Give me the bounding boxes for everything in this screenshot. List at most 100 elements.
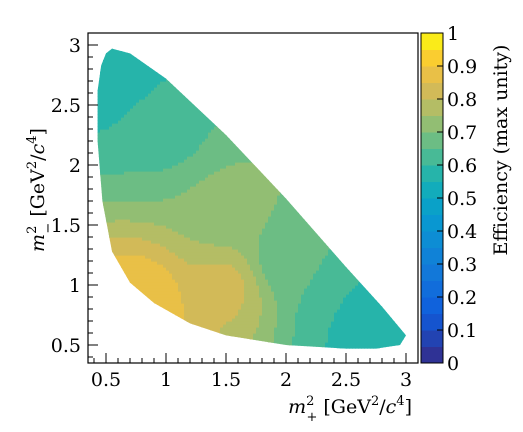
heatmap-cell	[136, 189, 140, 193]
heatmap-cell	[151, 225, 155, 229]
heatmap-cell	[208, 135, 212, 139]
heatmap-cell	[190, 294, 194, 298]
heatmap-cell	[106, 126, 110, 130]
heatmap-cell	[193, 156, 197, 160]
heatmap-cell	[202, 117, 206, 121]
heatmap-cell	[217, 210, 221, 214]
heatmap-cell	[220, 192, 224, 196]
heatmap-cell	[166, 159, 170, 163]
heatmap-cell	[148, 213, 152, 217]
heatmap-cell	[112, 222, 116, 226]
heatmap-cell	[163, 303, 167, 307]
heatmap-cell	[130, 75, 134, 79]
heatmap-cell	[193, 132, 197, 136]
heatmap-cell	[196, 249, 200, 253]
heatmap-cell	[172, 156, 176, 160]
heatmap-cell	[124, 102, 128, 106]
heatmap-cell	[196, 120, 200, 124]
heatmap-cell	[175, 261, 179, 265]
heatmap-cell	[181, 186, 185, 190]
heatmap-cell	[184, 318, 188, 322]
heatmap-cell	[139, 267, 143, 271]
heatmap-cell	[187, 279, 191, 283]
heatmap-cell	[130, 93, 134, 97]
heatmap-cell	[223, 291, 227, 295]
heatmap-cell	[220, 138, 224, 142]
heatmap-cell	[217, 237, 221, 241]
heatmap-cell	[175, 213, 179, 217]
heatmap-cell	[220, 261, 224, 265]
heatmap-cell	[112, 54, 116, 58]
heatmap-cell	[166, 120, 170, 124]
heatmap-cell	[220, 231, 224, 235]
heatmap-cell	[148, 102, 152, 106]
heatmap-cell	[184, 186, 188, 190]
heatmap-cell	[151, 177, 155, 181]
heatmap-cell	[193, 306, 197, 310]
heatmap-cell	[220, 189, 224, 193]
heatmap-cell	[130, 177, 134, 181]
heatmap-cell	[136, 186, 140, 190]
heatmap-cell	[115, 147, 119, 151]
heatmap-cell	[109, 216, 113, 220]
heatmap-cell	[121, 72, 125, 76]
heatmap-cell	[127, 234, 131, 238]
heatmap-cell	[148, 141, 152, 145]
heatmap-cell	[133, 141, 137, 145]
heatmap-cell	[184, 228, 188, 232]
heatmap-cell	[208, 174, 212, 178]
heatmap-cell	[199, 126, 203, 130]
heatmap-cell	[172, 108, 176, 112]
heatmap-cell	[181, 306, 185, 310]
heatmap-cell	[145, 234, 149, 238]
heatmap-cell	[166, 168, 170, 172]
heatmap-cell	[178, 213, 182, 217]
heatmap-cell	[223, 261, 227, 265]
heatmap-cell	[217, 276, 221, 280]
heatmap-cell	[172, 285, 176, 289]
heatmap-cell	[145, 117, 149, 121]
heatmap-cell	[103, 75, 107, 79]
heatmap-cell	[214, 162, 218, 166]
heatmap-cell	[121, 186, 125, 190]
heatmap-cell	[169, 84, 173, 88]
heatmap-cell	[175, 258, 179, 262]
heatmap-cell	[208, 315, 212, 319]
heatmap-cell	[190, 111, 194, 115]
heatmap-cell	[187, 141, 191, 145]
heatmap-cell	[118, 87, 122, 91]
heatmap-cell	[148, 246, 152, 250]
heatmap-cell	[151, 204, 155, 208]
heatmap-cell	[130, 267, 134, 271]
heatmap-cell	[124, 54, 128, 58]
heatmap-cell	[154, 270, 158, 274]
heatmap-cell	[187, 228, 191, 232]
heatmap-cell	[148, 210, 152, 214]
heatmap-cell	[166, 258, 170, 262]
heatmap-cell	[202, 300, 206, 304]
heatmap-cell	[214, 141, 218, 145]
heatmap-cell	[133, 99, 137, 103]
heatmap-cell	[205, 252, 209, 256]
heatmap-cell	[148, 153, 152, 157]
heatmap-cell	[148, 216, 152, 220]
heatmap-cell	[220, 132, 224, 136]
heatmap-cell	[127, 159, 131, 163]
heatmap-cell	[202, 315, 206, 319]
heatmap-cell	[136, 72, 140, 76]
heatmap-cell	[211, 273, 215, 277]
heatmap-cell	[145, 210, 149, 214]
heatmap-cell	[136, 63, 140, 67]
heatmap-cell	[124, 90, 128, 94]
heatmap-cell	[121, 93, 125, 97]
heatmap-cell	[196, 111, 200, 115]
heatmap-cell	[121, 180, 125, 184]
heatmap-cell	[217, 294, 221, 298]
heatmap-cell	[160, 276, 164, 280]
heatmap-cell	[175, 195, 179, 199]
heatmap-cell	[193, 309, 197, 313]
heatmap-cell	[217, 195, 221, 199]
heatmap-cell	[97, 111, 101, 115]
heatmap-cell	[190, 240, 194, 244]
heatmap-cell	[142, 90, 146, 94]
